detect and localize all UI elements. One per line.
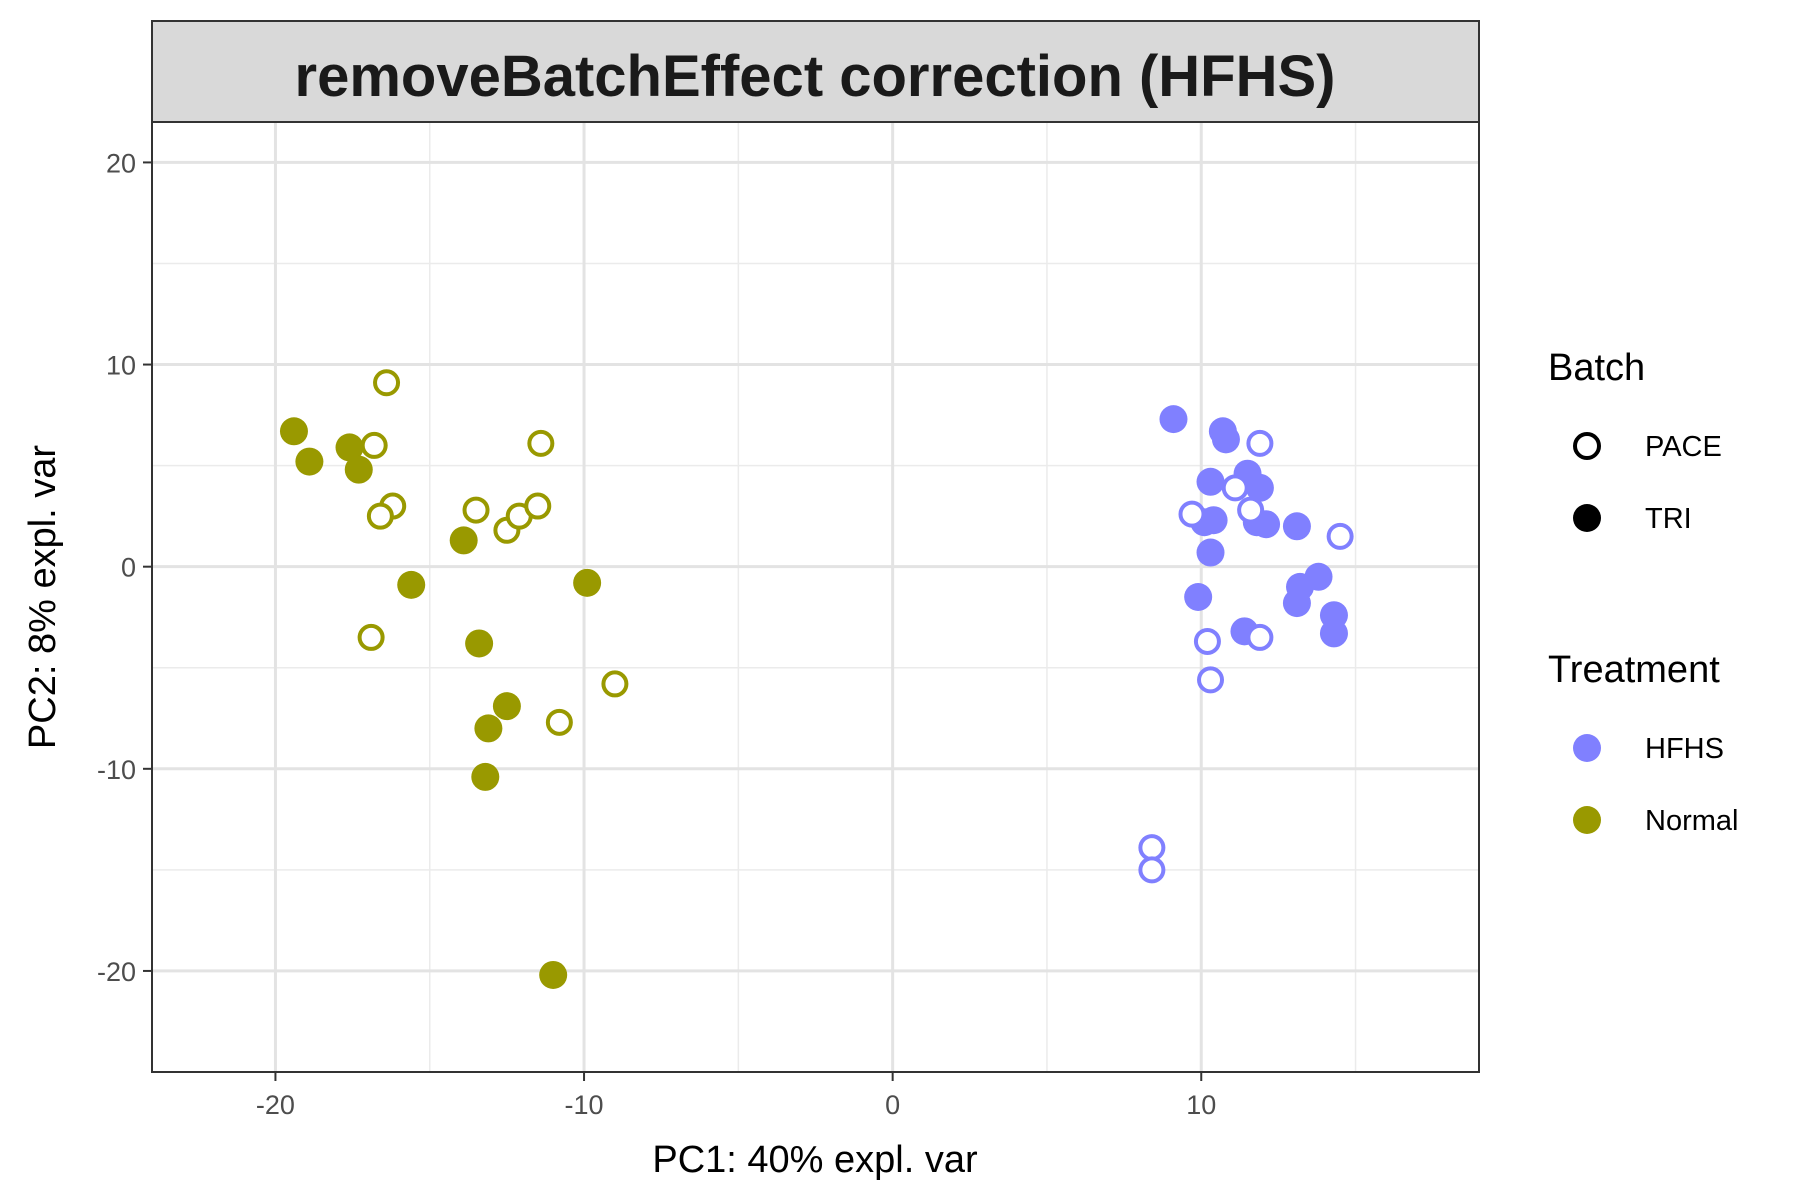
y-axis-ticks: 20 10 0 -10 -20: [97, 148, 152, 987]
legend-tri-label: TRI: [1645, 503, 1692, 535]
point-hfhs-pace: [1178, 500, 1206, 528]
point-hfhs-pace: [1237, 496, 1265, 524]
strip-background: [151, 20, 1480, 123]
x-tick-label: -20: [256, 1090, 295, 1120]
legend-normal-label: Normal: [1645, 805, 1738, 837]
y-tick-label: -20: [97, 957, 136, 987]
legend-hfhs-label: HFHS: [1645, 733, 1724, 765]
point-normal-pace: [601, 670, 629, 698]
point-hfhs-tri: [1199, 506, 1228, 535]
point-hfhs-pace: [1246, 429, 1274, 457]
point-normal-pace: [462, 496, 490, 524]
y-tick-label: -10: [97, 755, 136, 785]
point-normal-pace: [366, 502, 394, 530]
legend: Batch PACE TRI Treatment HFHS Normal: [1548, 347, 1738, 837]
plot-panel-background: [152, 122, 1479, 1072]
point-normal-pace: [357, 623, 385, 651]
point-normal-tri: [449, 526, 478, 555]
point-normal-pace: [545, 708, 573, 736]
y-tick-label: 0: [121, 553, 136, 583]
legend-normal-key: [1573, 806, 1601, 834]
x-tick-label: 10: [1186, 1090, 1216, 1120]
y-axis-title: PC2: 8% expl. var: [22, 445, 64, 749]
legend-pace-label: PACE: [1645, 431, 1722, 463]
point-hfhs-tri: [1196, 538, 1225, 567]
legend-treatment-title: Treatment: [1548, 649, 1720, 691]
point-hfhs-pace: [1193, 627, 1221, 655]
data-points: [279, 369, 1354, 989]
point-hfhs-pace: [1326, 522, 1354, 550]
chart-title: removeBatchEffect correction (HFHS): [295, 44, 1336, 109]
point-hfhs-tri: [1196, 467, 1225, 496]
point-hfhs-tri: [1159, 405, 1188, 434]
point-hfhs-pace: [1138, 834, 1166, 862]
point-hfhs-tri: [1319, 619, 1348, 648]
point-normal-tri: [539, 960, 568, 989]
x-axis-ticks: -20 -10 0 10: [256, 1072, 1216, 1120]
point-hfhs-tri: [1245, 473, 1274, 502]
point-hfhs-tri: [1282, 512, 1311, 541]
point-normal-pace: [360, 431, 388, 459]
point-normal-tri: [471, 762, 500, 791]
point-normal-tri: [279, 417, 308, 446]
point-normal-tri: [397, 570, 426, 599]
point-normal-tri: [295, 447, 324, 476]
grid-lines: [152, 122, 1479, 1072]
point-hfhs-tri: [1282, 589, 1311, 618]
legend-batch-title: Batch: [1548, 347, 1645, 389]
plot-panel-border: [151, 121, 1480, 1073]
point-normal-pace: [373, 369, 401, 397]
point-hfhs-pace: [1221, 474, 1249, 502]
point-hfhs-pace: [1197, 666, 1225, 694]
point-hfhs-pace: [1138, 856, 1166, 884]
point-hfhs-tri: [1184, 583, 1213, 611]
y-tick-label: 20: [106, 148, 136, 178]
y-tick-label: 10: [106, 351, 136, 381]
legend-pace-key: [1573, 432, 1601, 460]
point-normal-tri: [573, 568, 602, 597]
point-normal-pace: [524, 492, 552, 520]
legend-tri-key: [1573, 504, 1601, 532]
legend-hfhs-key: [1573, 734, 1601, 762]
x-tick-label: 0: [885, 1090, 900, 1120]
x-tick-label: -10: [565, 1090, 604, 1120]
point-normal-tri: [465, 629, 494, 658]
x-axis-title: PC1: 40% expl. var: [652, 1139, 978, 1181]
point-hfhs-pace: [1246, 623, 1274, 651]
point-normal-tri: [335, 433, 364, 462]
point-hfhs-tri: [1211, 425, 1240, 454]
point-normal-tri: [344, 455, 373, 484]
point-normal-tri: [492, 692, 521, 721]
point-normal-tri: [474, 714, 503, 743]
point-normal-pace: [527, 429, 555, 457]
